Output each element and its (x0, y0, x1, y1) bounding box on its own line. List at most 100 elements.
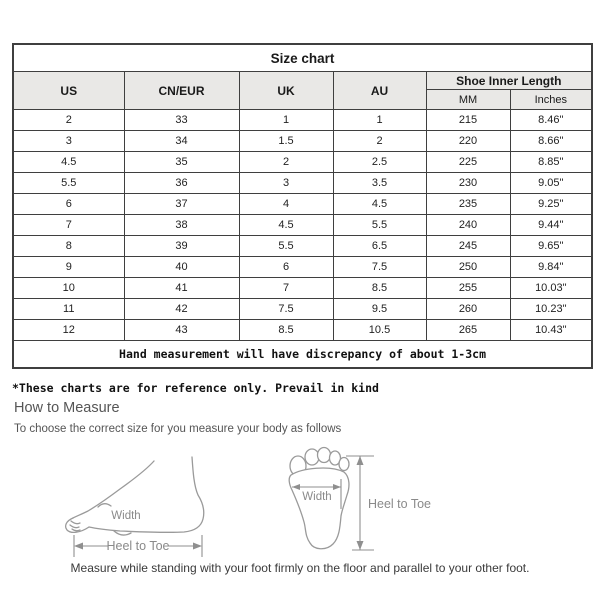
table-cell: 230 (425, 172, 511, 194)
table-cell: 10 (12, 277, 125, 299)
column-header-mm: MM (425, 89, 511, 110)
table-cell: 7.5 (332, 256, 427, 278)
table-row: 2 33 1 1 215 8.46" (12, 109, 593, 131)
sole-width-label: Width (302, 491, 331, 503)
table-cell: 240 (425, 214, 511, 236)
table-cell: 8.5 (332, 277, 427, 299)
table-cell: 260 (425, 298, 511, 320)
table-cell: 11 (12, 298, 125, 320)
table-row: 4.5 35 2 2.5 225 8.85" (12, 151, 593, 173)
table-cell: 9.65" (509, 235, 593, 257)
table-cell: 6 (238, 256, 334, 278)
table-cell: 1 (238, 109, 334, 131)
table-header-row: US CN/EUR UK AU Shoe Inner Length (12, 71, 593, 110)
table-cell: 250 (425, 256, 511, 278)
table-cell: 8.5 (238, 319, 334, 341)
table-cell: 220 (425, 130, 511, 152)
table-cell: 7 (12, 214, 125, 236)
table-cell: 41 (123, 277, 240, 299)
measure-instruction-note: Measure while standing with your foot fi… (70, 561, 530, 575)
table-cell: 4.5 (332, 193, 427, 215)
table-cell: 6.5 (332, 235, 427, 257)
table-cell: 9.05" (509, 172, 593, 194)
table-cell: 9.84" (509, 256, 593, 278)
table-row: 9 40 6 7.5 250 9.84" (12, 256, 593, 278)
sole-width-arrow (292, 479, 342, 509)
table-cell: 12 (12, 319, 125, 341)
foot-sole-view-diagram: Width Heel to Toe (288, 446, 431, 551)
side-heel-to-toe-arrow (73, 535, 203, 557)
table-cell: 5.5 (238, 235, 334, 257)
table-row: 8 39 5.5 6.5 245 9.65" (12, 235, 593, 257)
table-cell: 1 (332, 109, 427, 131)
page-title: Size chart (12, 43, 593, 72)
table-cell: 33 (123, 109, 240, 131)
table-cell: 8.46" (509, 109, 593, 131)
column-header-cn-eur: CN/EUR (123, 71, 240, 110)
table-cell: 265 (425, 319, 511, 341)
table-row: 10 41 7 8.5 255 10.03" (12, 277, 593, 299)
table-cell: 9.25" (509, 193, 593, 215)
table-cell: 10.23" (509, 298, 593, 320)
discrepancy-note: Hand measurement will have discrepancy o… (12, 340, 593, 369)
table-cell: 43 (123, 319, 240, 341)
table-cell: 39 (123, 235, 240, 257)
table-cell: 10.03" (509, 277, 593, 299)
column-header-au: AU (332, 71, 427, 110)
table-cell: 37 (123, 193, 240, 215)
column-header-uk: UK (238, 71, 334, 110)
table-cell: 34 (123, 130, 240, 152)
table-row: 12 43 8.5 10.5 265 10.43" (12, 319, 593, 341)
table-cell: 8.85" (509, 151, 593, 173)
table-cell: 1.5 (238, 130, 334, 152)
table-cell: 3.5 (332, 172, 427, 194)
table-cell: 2 (238, 151, 334, 173)
table-row: 6 37 4 4.5 235 9.25" (12, 193, 593, 215)
size-chart-table: Size chart US CN/EUR UK AU Shoe Inner Le… (12, 43, 594, 369)
table-cell: 7.5 (238, 298, 334, 320)
sole-heel-to-toe-arrow (346, 455, 374, 551)
table-cell: 6 (12, 193, 125, 215)
table-cell: 10.5 (332, 319, 427, 341)
table-cell: 235 (425, 193, 511, 215)
table-row: 7 38 4.5 5.5 240 9.44" (12, 214, 593, 236)
table-cell: 8.66" (509, 130, 593, 152)
table-cell: 40 (123, 256, 240, 278)
reference-note: *These charts are for reference only. Pr… (12, 381, 379, 395)
table-cell: 42 (123, 298, 240, 320)
table-footer-row: Hand measurement will have discrepancy o… (12, 340, 593, 369)
foot-side-view-diagram: Width Heel to Toe (65, 456, 205, 557)
table-cell: 2 (332, 130, 427, 152)
foot-side-outline-icon (65, 456, 205, 536)
side-heel-to-toe-label: Heel to Toe (106, 539, 169, 553)
table-cell: 2.5 (332, 151, 427, 173)
table-cell: 245 (425, 235, 511, 257)
table-cell: 7 (238, 277, 334, 299)
table-cell: 3 (12, 130, 125, 152)
table-cell: 5.5 (332, 214, 427, 236)
table-cell: 9.44" (509, 214, 593, 236)
table-cell: 3 (238, 172, 334, 194)
table-cell: 10.43" (509, 319, 593, 341)
table-cell: 38 (123, 214, 240, 236)
size-chart-body: 2 33 1 1 215 8.46" 3 34 1.5 2 220 8.66" 4.5 35 2 2.5 225… (12, 109, 593, 341)
table-cell: 9 (12, 256, 125, 278)
column-header-us: US (12, 71, 125, 110)
table-cell: 4.5 (12, 151, 125, 173)
table-row: 3 34 1.5 2 220 8.66" (12, 130, 593, 152)
sole-heel-to-toe-label: Heel to Toe (368, 497, 431, 511)
table-row: 5.5 36 3 3.5 230 9.05" (12, 172, 593, 194)
table-cell: 8 (12, 235, 125, 257)
table-cell: 35 (123, 151, 240, 173)
table-cell: 9.5 (332, 298, 427, 320)
size-chart-title-row: Size chart (12, 43, 593, 72)
column-header-inches: Inches (509, 89, 593, 110)
how-to-measure-subtitle: To choose the correct size for you measu… (14, 423, 342, 435)
table-cell: 2 (12, 109, 125, 131)
how-to-measure-heading: How to Measure (14, 400, 120, 416)
table-cell: 255 (425, 277, 511, 299)
table-cell: 4.5 (238, 214, 334, 236)
side-width-label: Width (111, 510, 140, 522)
table-cell: 36 (123, 172, 240, 194)
table-cell: 215 (425, 109, 511, 131)
